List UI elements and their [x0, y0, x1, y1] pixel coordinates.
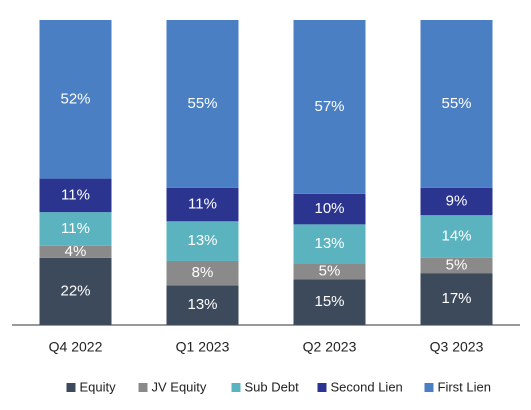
data-label: 13% [187, 232, 217, 249]
bar-segment [293, 193, 366, 225]
data-label: 57% [314, 98, 344, 115]
bar-segment [420, 257, 493, 274]
bar-segment [39, 257, 112, 325]
data-label: 52% [60, 90, 90, 107]
data-label: 55% [441, 95, 471, 112]
data-label: 11% [61, 186, 90, 203]
bar-segment [420, 273, 493, 325]
data-label: 17% [441, 290, 471, 307]
data-label: 10% [314, 200, 344, 217]
bar-segment [166, 285, 239, 325]
x-tick-label: Q3 2023 [430, 339, 484, 355]
legend-label: Sub Debt [245, 379, 300, 394]
bar-segment [420, 20, 493, 188]
data-label: 55% [187, 95, 217, 112]
data-label: 4% [65, 243, 87, 260]
legend-label: Equity [80, 379, 117, 394]
legend-swatch [138, 383, 148, 392]
data-label: 22% [60, 282, 90, 299]
x-tick-label: Q4 2022 [49, 339, 103, 355]
bar-segment [39, 245, 112, 258]
legend-label: Second Lien [331, 379, 403, 394]
bar-segment [420, 215, 493, 258]
bar-segment [293, 264, 366, 280]
data-label: 5% [319, 263, 341, 280]
bar-segment [39, 178, 112, 213]
legend-swatch [66, 383, 76, 392]
legend-swatch [424, 383, 434, 392]
data-label: 8% [192, 264, 214, 281]
data-label: 11% [188, 195, 217, 212]
data-label: 9% [446, 192, 468, 209]
data-label: 15% [314, 293, 344, 310]
bar-segment [420, 187, 493, 216]
bar-segment [293, 279, 366, 325]
bar-segment [166, 20, 239, 188]
bar-segment [166, 221, 239, 261]
data-label: 14% [441, 228, 471, 245]
bar-segment [166, 187, 239, 222]
bar-segment [293, 20, 366, 194]
legend-label: JV Equity [152, 379, 207, 394]
legend-swatch [317, 383, 327, 392]
data-label: 13% [314, 235, 344, 252]
legend-label: First Lien [438, 379, 491, 394]
bar-segment [39, 20, 112, 179]
bar-segment [166, 260, 239, 286]
x-tick-label: Q2 2023 [303, 339, 357, 355]
data-label: 13% [187, 296, 217, 313]
data-label: 11% [61, 220, 90, 237]
legend-swatch [231, 383, 241, 392]
bar-segment [293, 224, 366, 264]
data-label: 5% [446, 256, 468, 273]
bar-segment [39, 212, 112, 246]
x-tick-label: Q1 2023 [176, 339, 230, 355]
